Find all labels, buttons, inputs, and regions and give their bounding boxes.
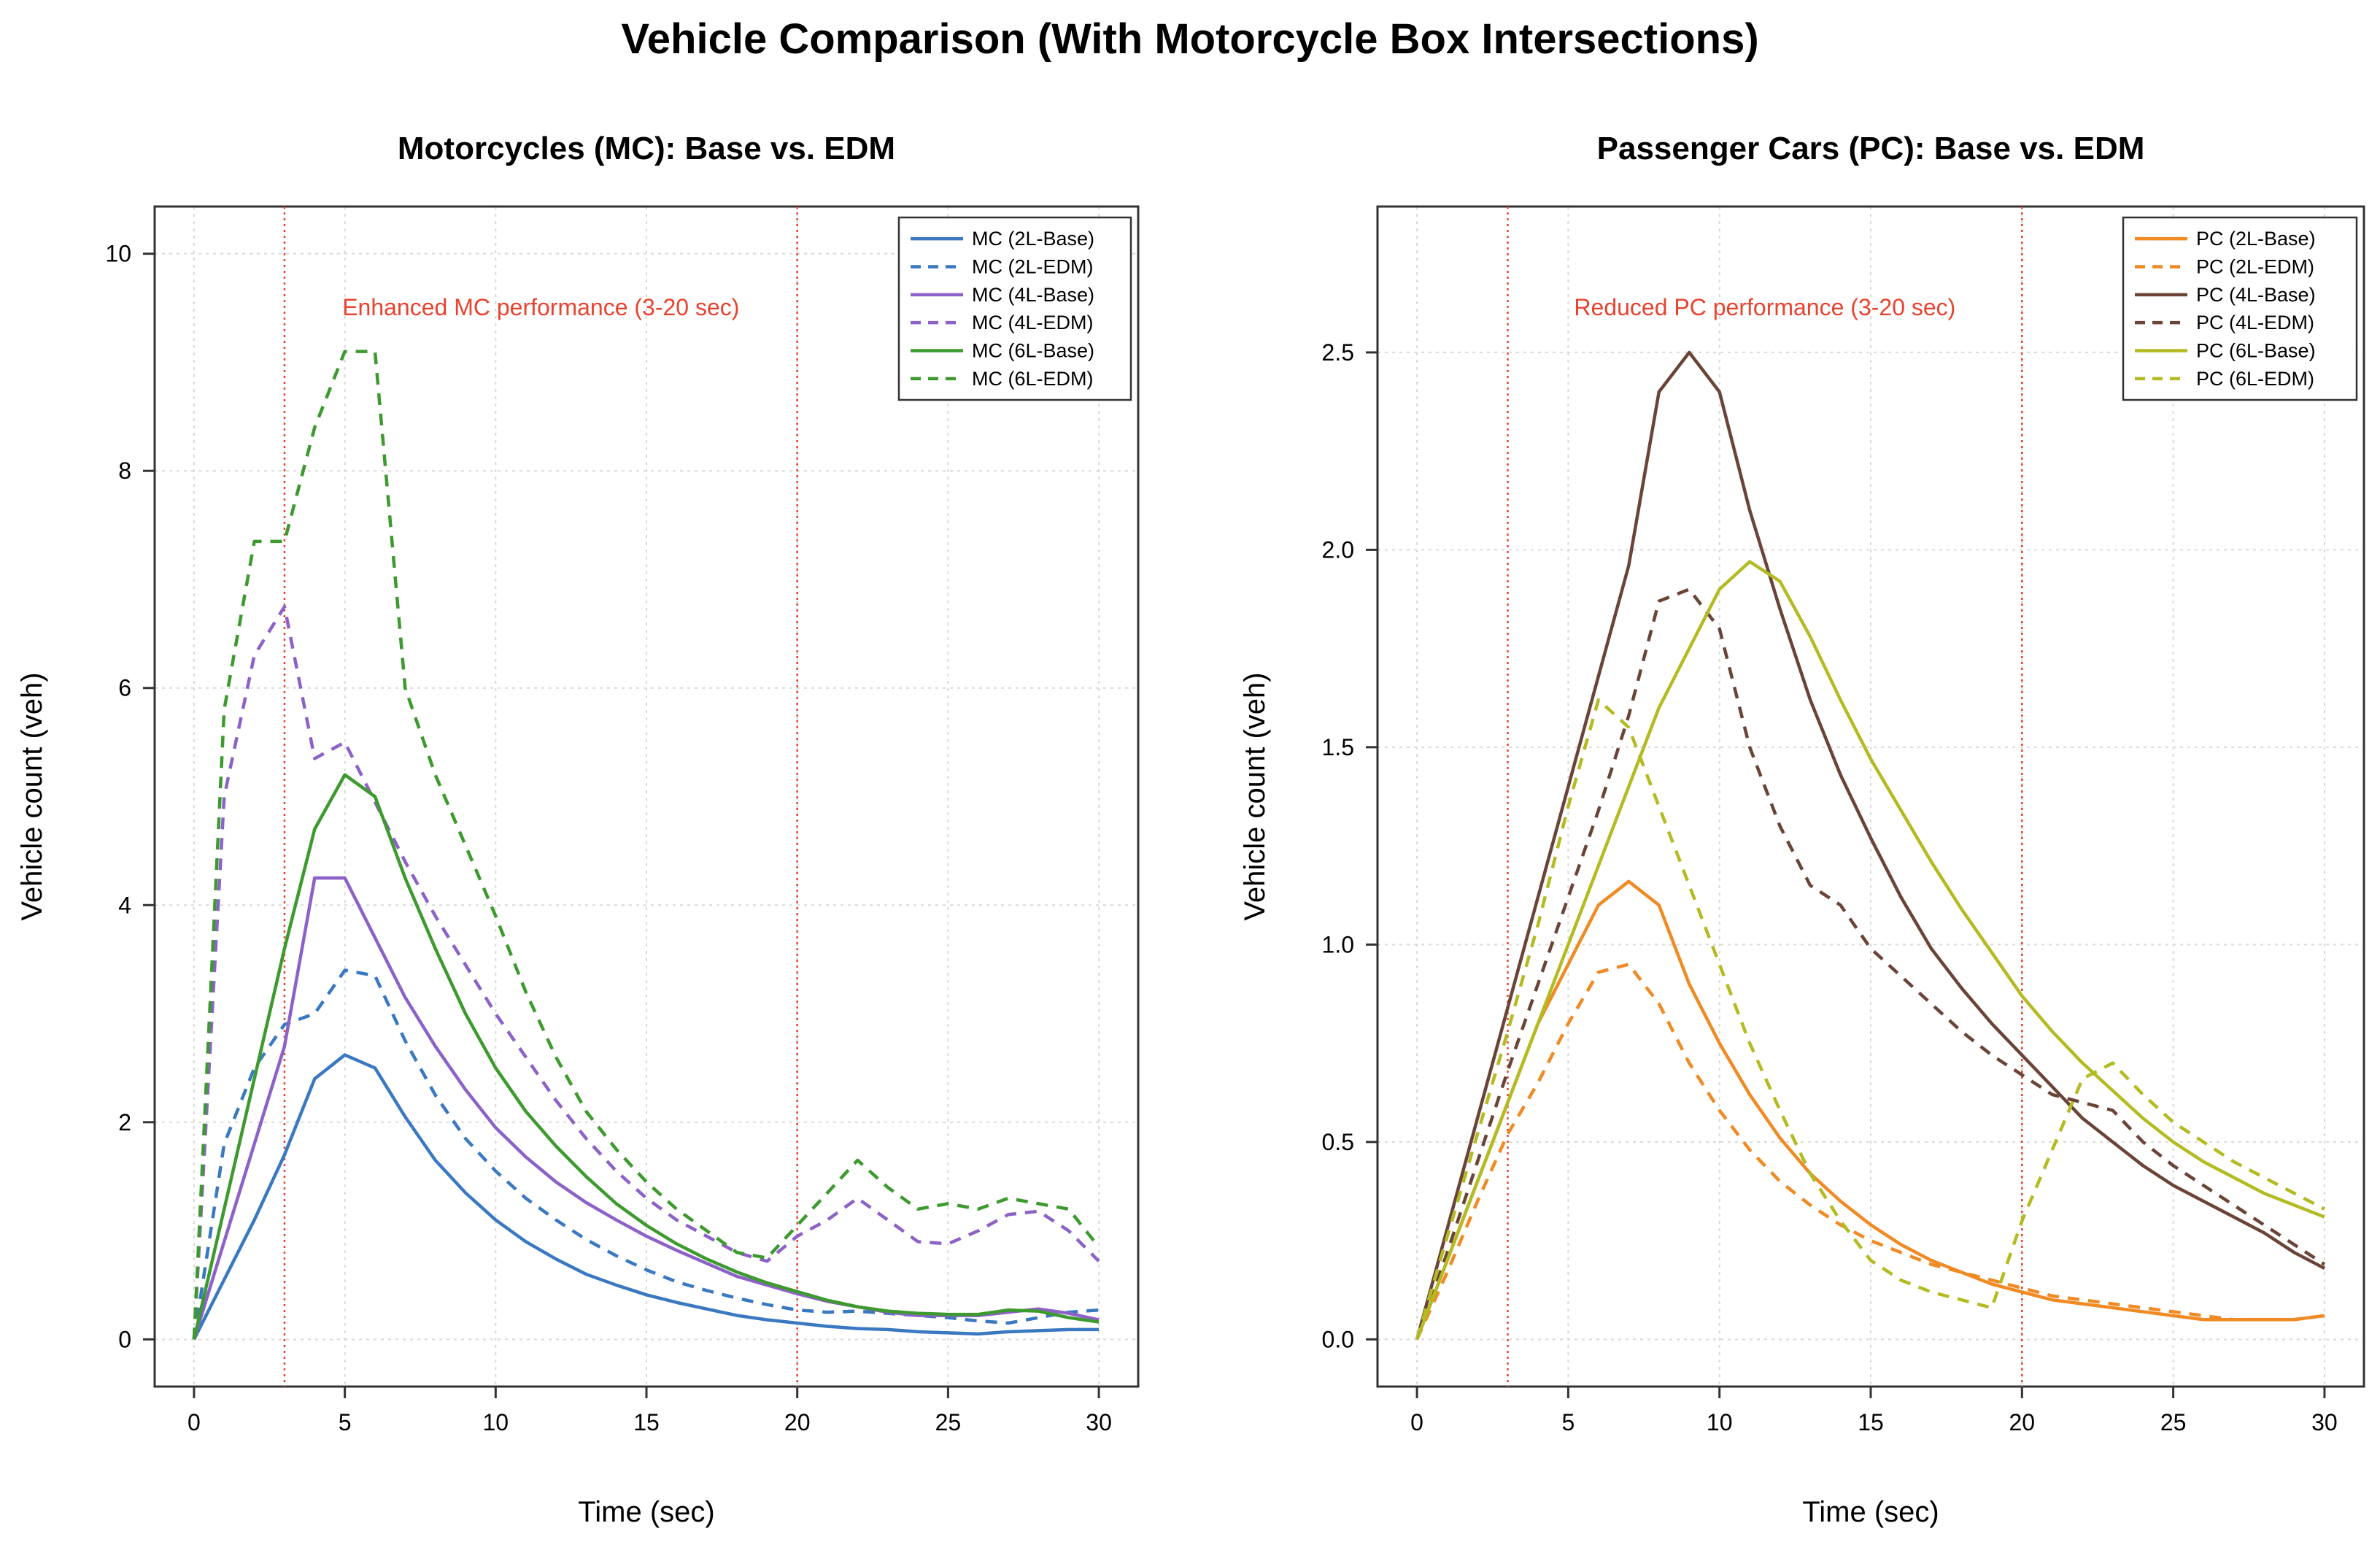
mc-series-line-4 (192, 773, 1100, 1340)
main-title: Vehicle Comparison (With Motorcycle Box … (621, 15, 1759, 63)
legend-label: MC (6L-Base) (972, 340, 1094, 362)
legend-label: PC (6L-Base) (2196, 340, 2316, 362)
y-tick-label: 0.5 (1322, 1129, 1354, 1155)
pc-series-line-5 (1415, 698, 2325, 1340)
x-tick-label: 10 (483, 1409, 509, 1435)
legend-box (897, 216, 1132, 401)
mc-legend: MC (2L-Base) MC (2L-EDM) MC (4L-Base) MC (4… (897, 216, 1132, 401)
pc-series-line-0 (1415, 879, 2325, 1341)
x-tick-label: 10 (1707, 1409, 1733, 1435)
y-tick-label: 1.5 (1322, 734, 1354, 760)
pc-x-axis-label: Time (sec) (1802, 1496, 1939, 1528)
y-tick-label: 0.0 (1322, 1326, 1354, 1352)
x-tick-label: 30 (2311, 1409, 2338, 1435)
legend-label: MC (2L-Base) (972, 228, 1094, 250)
legend-label: PC (2L-EDM) (2196, 256, 2314, 278)
y-tick-label: 0 (118, 1326, 131, 1352)
y-tick-label: 6 (118, 675, 131, 701)
legend-label: PC (6L-EDM) (2196, 368, 2314, 390)
x-tick-label: 20 (784, 1409, 811, 1435)
pc-series-line-4 (1415, 560, 2325, 1341)
y-tick-label: 2 (118, 1109, 131, 1136)
legend-label: PC (2L-Base) (2196, 228, 2316, 250)
legend-label: MC (4L-EDM) (972, 312, 1094, 334)
mc-y-axis-label: Vehicle count (veh) (16, 672, 48, 920)
pc-legend: PC (2L-Base) PC (2L-EDM) PC (4L-Base) PC (4… (2122, 216, 2358, 401)
pc-chart-panel: Passenger Cars (PC): Base vs. EDM 0 5 10 15 2… (1239, 131, 2365, 1528)
x-tick-label: 25 (935, 1409, 962, 1435)
mc-series-line-5 (192, 350, 1100, 1340)
pc-panel-title: Passenger Cars (PC): Base vs. EDM (1597, 131, 2145, 166)
mc-series-line-1 (192, 968, 1100, 1340)
mc-series-line-0 (192, 1053, 1100, 1341)
x-tick-label: 15 (633, 1409, 660, 1435)
mc-grid (155, 207, 1138, 1387)
mc-x-axis-label: Time (sec) (578, 1496, 714, 1528)
y-tick-label: 4 (118, 892, 131, 918)
legend-label: MC (6L-EDM) (972, 368, 1094, 390)
pc-series-line-2 (1415, 350, 2325, 1340)
pc-y-axis-label: Vehicle count (veh) (1239, 672, 1271, 920)
x-tick-label: 0 (188, 1409, 201, 1435)
x-tick-label: 15 (1858, 1409, 1884, 1435)
mc-panel-title: Motorcycles (MC): Base vs. EDM (398, 131, 895, 166)
pc-series-line-1 (1415, 963, 2325, 1341)
legend-label: PC (4L-Base) (2196, 284, 2316, 306)
y-tick-label: 1.0 (1322, 931, 1354, 957)
x-tick-label: 25 (2160, 1409, 2187, 1435)
y-tick-label: 8 (118, 458, 131, 484)
x-tick-label: 5 (1561, 1409, 1575, 1435)
y-tick-label: 10 (105, 241, 131, 267)
pc-annotation: Reduced PC performance (3-20 sec) (1574, 294, 1955, 320)
y-tick-label: 2.0 (1322, 536, 1354, 563)
x-tick-label: 5 (339, 1409, 352, 1435)
legend-label: PC (4L-EDM) (2196, 312, 2314, 334)
x-tick-label: 0 (1410, 1409, 1423, 1435)
mc-annotation: Enhanced MC performance (3-20 sec) (342, 294, 739, 320)
legend-label: MC (4L-Base) (972, 284, 1094, 306)
legend-box (2122, 216, 2358, 401)
legend-label: MC (2L-EDM) (972, 256, 1094, 278)
pc-series-line-3 (1415, 587, 2326, 1341)
x-tick-label: 30 (1086, 1409, 1112, 1435)
y-tick-label: 2.5 (1322, 339, 1354, 366)
x-tick-label: 20 (2009, 1409, 2036, 1435)
